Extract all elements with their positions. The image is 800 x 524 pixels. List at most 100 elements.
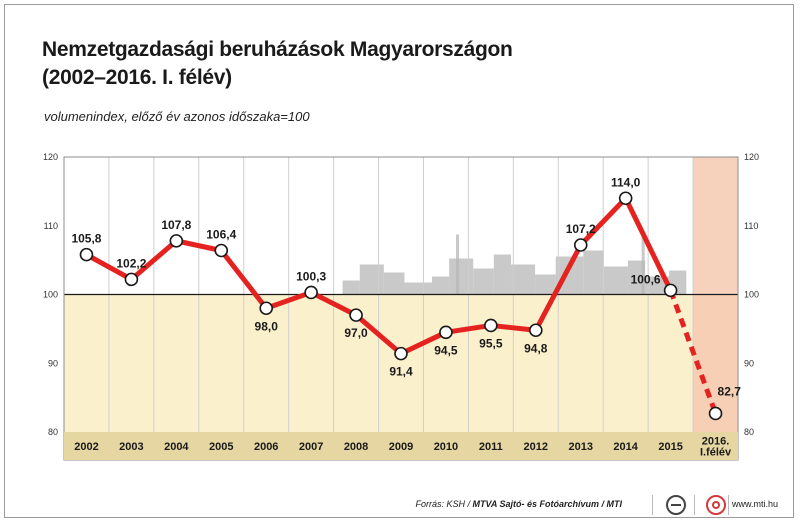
- plot-background: [64, 157, 738, 460]
- title-line-2: (2002–2016. I. félév): [42, 66, 232, 89]
- skyline-building: [603, 266, 628, 295]
- data-label: 106,4: [206, 228, 236, 242]
- title-line-1: Nemzetgazdasági beruházások Magyarország…: [42, 38, 513, 61]
- source-agency: MTVA Sajtó- és Fotóarchívum / MTI: [472, 499, 622, 509]
- data-point-marker: [124, 272, 139, 287]
- data-point-marker: [169, 234, 184, 248]
- data-point-marker: [663, 283, 678, 298]
- data-label: 91,4: [389, 365, 413, 379]
- data-point-marker: [573, 238, 588, 252]
- mtva-logo-icon: [666, 495, 686, 515]
- data-label: 82,7: [718, 384, 742, 398]
- data-label: 107,2: [566, 222, 596, 236]
- figure-frame: [4, 4, 794, 518]
- y-tick-label-left: 100: [43, 290, 58, 300]
- data-label: 100,3: [296, 269, 326, 283]
- series-line-solid: [83, 195, 674, 357]
- category-label: 2011: [479, 441, 503, 453]
- footer-divider: [728, 495, 729, 515]
- skyline-building: [449, 258, 474, 295]
- data-labels: 105,8 102,2 107,8 106,4 98,0 100,3 97,0 91,4 94,…: [71, 175, 741, 398]
- factory-skyline-illustration: [342, 234, 687, 295]
- category-label: 2006: [254, 441, 278, 453]
- data-point-marker: [259, 301, 274, 316]
- plot-area-below-baseline: [64, 294, 738, 432]
- mti-logo-icon: [706, 495, 726, 515]
- data-label: 100,6: [631, 272, 661, 286]
- skyline-building: [383, 272, 405, 295]
- skyline-chimney: [641, 234, 645, 295]
- series-line-dashed: [668, 289, 718, 415]
- category-label: 2003: [119, 441, 143, 453]
- vertical-gridlines: [63, 156, 739, 461]
- series-markers: [79, 191, 723, 421]
- y-tick-label-left: 90: [48, 358, 58, 368]
- y-tick-label-right: 120: [744, 152, 759, 162]
- category-bar: [64, 432, 738, 460]
- footer: Forrás: KSH / MTVA Sajtó- és Fotóarchívu…: [0, 490, 800, 520]
- category-label: I.félév: [700, 447, 732, 459]
- skyline-building: [359, 264, 384, 295]
- y-tick-label-right: 100: [744, 290, 759, 300]
- category-label: 2012: [524, 441, 548, 453]
- skyline-building: [342, 280, 360, 295]
- y-tick-label-left: 120: [43, 152, 58, 162]
- skyline-building: [535, 274, 556, 295]
- data-point-marker: [708, 406, 723, 421]
- data-point-marker: [349, 308, 363, 322]
- category-label: 2008: [344, 441, 368, 453]
- y-axes: 80 80 90 90 100 100 110 110 120 120: [43, 152, 759, 437]
- data-point-marker: [304, 285, 318, 300]
- data-point-marker: [214, 243, 229, 258]
- chart-title: Nemzetgazdasági beruházások Magyarország…: [42, 36, 513, 92]
- data-label: 114,0: [611, 175, 641, 189]
- skyline-chimney: [456, 234, 460, 295]
- skyline-building: [627, 260, 646, 295]
- y-tick-label-left: 80: [48, 427, 58, 437]
- skyline-building: [431, 276, 450, 295]
- data-label: 95,5: [479, 336, 503, 350]
- category-label: 2002: [74, 441, 98, 453]
- data-label: 102,2: [116, 256, 146, 270]
- website-link[interactable]: www.mti.hu: [732, 499, 779, 509]
- source-prefix: Forrás: KSH /: [415, 499, 473, 509]
- y-tick-label-right: 110: [744, 221, 758, 231]
- y-tick-label-right: 80: [744, 427, 754, 437]
- data-point-marker: [484, 318, 498, 333]
- y-tick-label-right: 90: [744, 358, 754, 368]
- category-label: 2004: [164, 441, 189, 453]
- data-label: 94,8: [524, 341, 548, 355]
- data-point-marker: [79, 247, 94, 262]
- data-label: 94,5: [434, 343, 458, 357]
- category-label: 2010: [434, 441, 458, 453]
- category-label: 2015: [658, 441, 682, 453]
- data-point-marker: [528, 323, 543, 338]
- skyline-building: [473, 268, 494, 295]
- skyline-building: [511, 264, 536, 295]
- data-point-marker: [394, 346, 408, 361]
- source-credit: Forrás: KSH / MTVA Sajtó- és Fotóarchívu…: [415, 499, 622, 509]
- footer-divider: [652, 495, 653, 515]
- skyline-building: [583, 250, 604, 295]
- skyline-building: [645, 276, 670, 295]
- data-label: 97,0: [344, 326, 368, 340]
- data-label: 107,8: [161, 218, 191, 232]
- category-label: 2014: [613, 441, 638, 453]
- category-label: 2007: [299, 441, 323, 453]
- skyline-building: [404, 282, 432, 295]
- category-label: 2016.: [702, 436, 730, 448]
- y-tick-label-left: 110: [44, 221, 58, 231]
- series-line: [83, 195, 718, 415]
- data-point-marker: [439, 325, 453, 340]
- skyline-building: [493, 254, 512, 295]
- category-label: 2013: [568, 441, 592, 453]
- footer-divider: [694, 495, 695, 515]
- data-label: 105,8: [71, 232, 101, 246]
- category-label: 2005: [209, 441, 233, 453]
- category-axis: 2002 2003 2004 2005 2006 2007 2008 2009 2010 2011…: [64, 432, 738, 460]
- chart-subtitle: volumenindex, előző év azonos időszaka=1…: [44, 109, 310, 124]
- category-label: 2009: [389, 441, 413, 453]
- data-label: 98,0: [255, 319, 279, 333]
- data-point-marker: [618, 191, 633, 206]
